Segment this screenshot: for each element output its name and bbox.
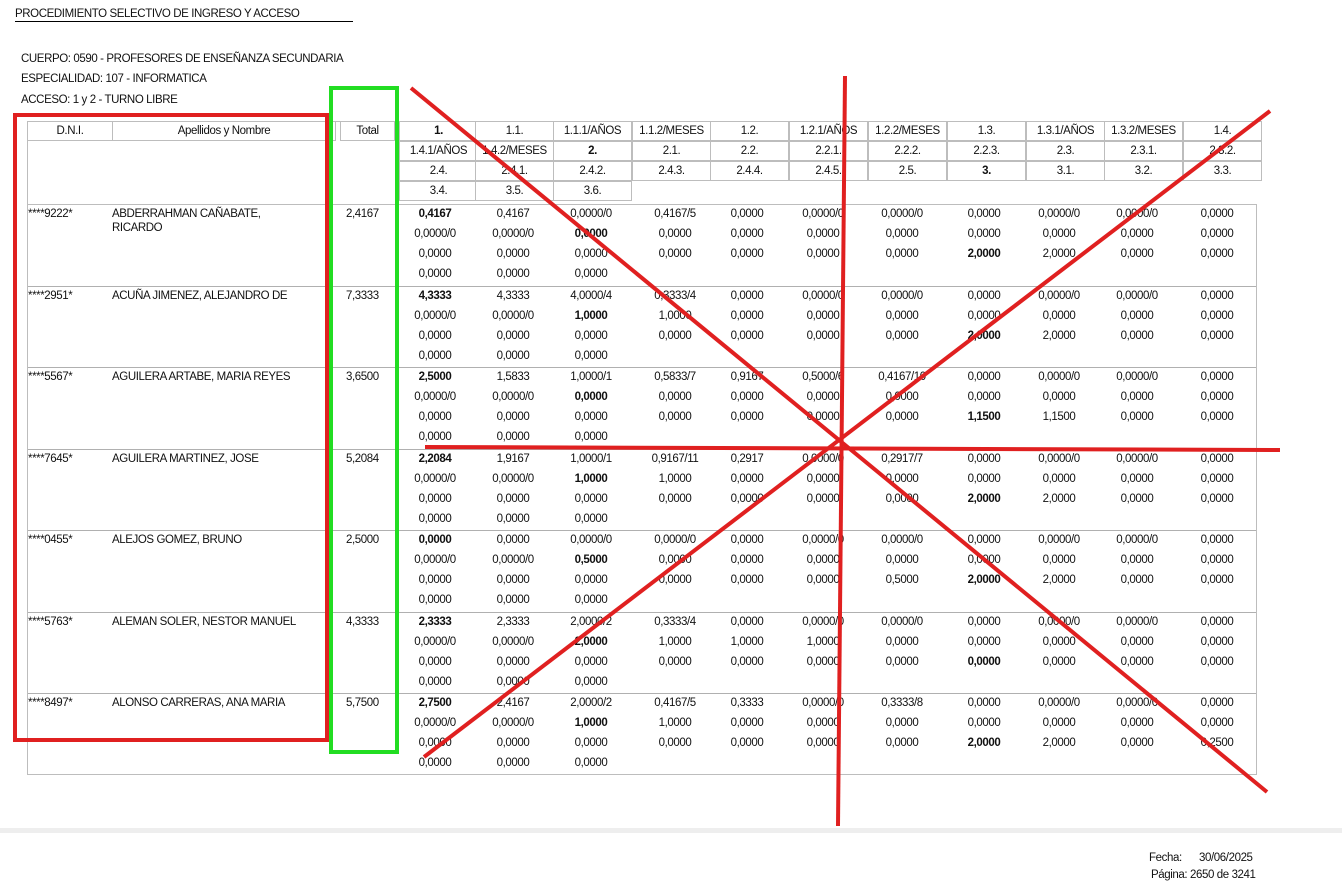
score-header-cell: 2.4.3.	[632, 161, 711, 181]
score-header-cell: 1.2.	[710, 121, 789, 141]
document-title: PROCEDIMIENTO SELECTIVO DE INGRESO Y ACC…	[15, 8, 300, 20]
acceso-label: ACCESO: 1 y 2 - TURNO LIBRE	[21, 94, 178, 106]
score-header-cell: 2.4.1.	[475, 161, 554, 181]
table-frame	[27, 204, 1257, 775]
score-header-cell: 3.3.	[1183, 161, 1262, 181]
score-header-cell: 2.3.2.	[1183, 141, 1262, 161]
score-header-cell: 1.	[399, 121, 478, 141]
score-header-cell: 2.2.2.	[868, 141, 947, 161]
score-header-cell: 3.6.	[553, 181, 632, 201]
score-header-cell: 2.2.1.	[789, 141, 868, 161]
score-header-cell: 1.3.2/MESES	[1104, 121, 1183, 141]
score-header-cell: 2.3.	[1026, 141, 1105, 161]
score-header-cell: 1.2.2/MESES	[868, 121, 947, 141]
score-header-cell: 3.2.	[1104, 161, 1183, 181]
score-header-cell: 1.3.1/AÑOS	[1026, 121, 1105, 141]
score-header-cell: 3.	[947, 161, 1026, 181]
score-header-cell: 3.5.	[475, 181, 554, 201]
fecha-value: 30/06/2025	[1199, 852, 1253, 864]
title-underline	[15, 21, 353, 22]
score-header-cell: 1.3.	[947, 121, 1026, 141]
score-header-cell: 1.2.1/AÑOS	[789, 121, 868, 141]
score-header-cell: 3.1.	[1026, 161, 1105, 181]
score-header-cell: 2.2.3.	[947, 141, 1026, 161]
score-header-cell: 1.4.2/MESES	[475, 141, 554, 161]
score-header-cell: 2.4.	[399, 161, 478, 181]
pagina-label: Página: 2650 de 3241	[1151, 869, 1256, 881]
score-header-cell: 3.4.	[399, 181, 478, 201]
score-header-cell: 2.	[553, 141, 632, 161]
header-frame	[27, 121, 399, 205]
score-header-cell: 1.1.1/AÑOS	[553, 121, 632, 141]
score-header-cell: 2.2.	[710, 141, 789, 161]
footer-band	[0, 828, 1342, 833]
fecha-label: Fecha:	[1149, 852, 1182, 864]
score-header-cell: 2.5.	[868, 161, 947, 181]
score-header-cell: 1.4.1/AÑOS	[399, 141, 478, 161]
cuerpo-label: CUERPO: 0590 - PROFESORES DE ENSEÑANZA S…	[21, 53, 344, 65]
score-header-cell: 2.1.	[632, 141, 711, 161]
score-header-cell: 2.4.5.	[789, 161, 868, 181]
score-header-cell: 2.3.1.	[1104, 141, 1183, 161]
score-header-cell: 2.4.4.	[710, 161, 789, 181]
especialidad-label: ESPECIALIDAD: 107 - INFORMATICA	[21, 73, 207, 85]
score-header-cell: 1.1.2/MESES	[632, 121, 711, 141]
score-header-cell: 1.1.	[475, 121, 554, 141]
score-header-cell: 1.4.	[1183, 121, 1262, 141]
score-header-cell: 2.4.2.	[553, 161, 632, 181]
